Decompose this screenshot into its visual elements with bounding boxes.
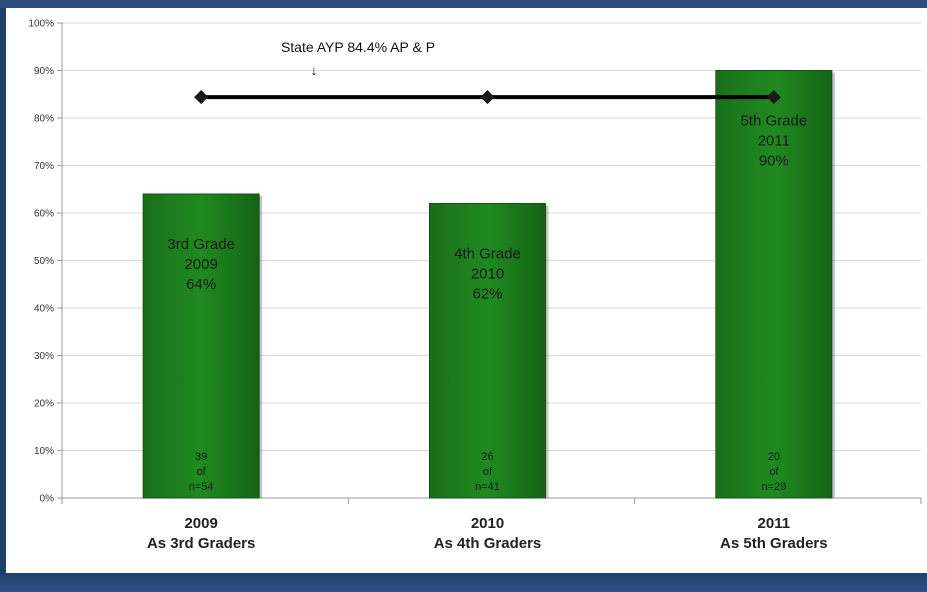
bar-label: 2009 [184, 256, 217, 273]
y-tick-label: 60% [34, 209, 54, 220]
bottom-band [0, 573, 927, 592]
bar-label: 3rd Grade [167, 236, 235, 253]
bar-count-label: 20 [768, 451, 780, 463]
reference-marker [194, 90, 209, 105]
bar-count-label: n=41 [475, 481, 500, 493]
reference-marker [480, 90, 495, 105]
y-tick-label: 50% [34, 256, 54, 267]
x-category-year: 2011 [758, 515, 791, 532]
y-tick-label: 80% [34, 114, 54, 125]
bar-count-label: n=54 [189, 481, 214, 493]
bar-label: 90% [759, 153, 789, 170]
bar-count-label: of [769, 466, 779, 478]
bar [429, 203, 546, 499]
x-category-year: 2009 [184, 515, 217, 532]
bar-label: 64% [186, 276, 216, 293]
bar-count-label: of [483, 466, 493, 478]
bar [715, 70, 833, 499]
y-tick-label: 100% [28, 19, 54, 30]
y-tick-label: 0% [40, 494, 55, 505]
bar-chart: 0% 10% 20% 30% 40% 50% 60% 70% 80% 90% 100% State … [28, 19, 922, 552]
x-category-group: As 5th Graders [720, 535, 828, 552]
y-tick-label: 20% [34, 399, 54, 410]
y-tick-label: 90% [34, 66, 54, 77]
reference-label: State AYP 84.4% AP & P [281, 39, 435, 55]
bar [142, 193, 260, 499]
x-category-group: As 4th Graders [434, 535, 542, 552]
x-category-group: As 3rd Graders [147, 535, 255, 552]
bar-count-label: 39 [195, 451, 207, 463]
reference-marker [766, 90, 781, 105]
bar-count-label: 26 [481, 451, 493, 463]
bar-count-label: of [197, 466, 207, 478]
y-tick-label: 40% [34, 304, 54, 315]
y-tick-label: 30% [34, 351, 54, 362]
bar-label: 4th Grade [454, 246, 521, 263]
bar-label: 2011 [758, 133, 790, 150]
bar-count-label: n=29 [761, 481, 786, 493]
bar-label: 2010 [471, 266, 504, 283]
x-category-year: 2010 [471, 515, 504, 532]
reference-arrow-icon: ↓ [311, 62, 318, 78]
bar-label: 62% [472, 286, 502, 303]
chart-frame: 0% 10% 20% 30% 40% 50% 60% 70% 80% 90% 100% State … [0, 8, 927, 573]
y-tick-label: 70% [34, 161, 54, 172]
bar-label: 5th Grade [740, 113, 807, 130]
y-tick-label: 10% [34, 446, 54, 457]
